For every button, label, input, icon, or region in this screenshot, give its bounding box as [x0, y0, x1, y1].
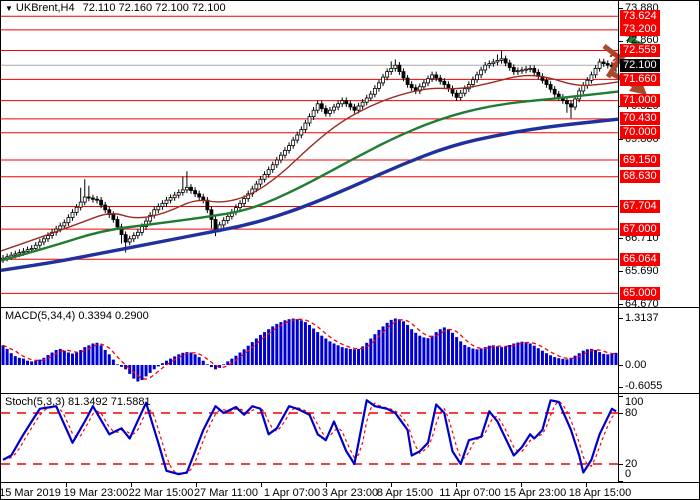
axis-tick-mark [618, 481, 623, 482]
time-axis-label: 15 Apr 23:00 [503, 487, 567, 499]
price-level-label: 70.000 [620, 126, 660, 140]
price-level-label: 73.624 [620, 9, 660, 23]
time-tick-mark [326, 483, 327, 487]
axis-tick-mark [618, 41, 623, 42]
question-mark-annotation[interactable]: ? [609, 50, 619, 69]
price-level-label: 65.000 [620, 286, 660, 300]
time-tick-mark [456, 483, 457, 487]
macd-histogram [1, 318, 618, 382]
axis-tick-mark [618, 387, 623, 388]
time-tick-mark [66, 483, 67, 487]
stoch-axis-label: 0 [625, 467, 632, 480]
price-tick-label: 72.860 [625, 34, 659, 47]
stoch-axis-label: 20 [625, 457, 638, 470]
stoch-axis-label: 80 [625, 406, 638, 419]
axis-tick-mark [618, 304, 623, 305]
current-price-label: 72.100 [620, 58, 660, 72]
ma-fast [1, 74, 619, 252]
macd-axis-label: -0.6055 [625, 380, 663, 393]
price-level-label: 71.660 [620, 72, 660, 86]
panel-separator[interactable] [1, 393, 699, 394]
time-tick-mark [196, 483, 197, 487]
axis-tick-mark [618, 413, 623, 414]
axis-tick-mark [618, 396, 623, 397]
macd-panel[interactable] [1, 308, 699, 393]
time-axis-label: 19 Mar 23:00 [63, 487, 129, 499]
axis-tick-mark [618, 464, 623, 465]
macd-axis-label: 0.00 [625, 358, 647, 371]
price-level-label: 71.000 [620, 94, 660, 108]
panel-separator[interactable] [1, 307, 699, 308]
stoch-d-line [2, 400, 617, 475]
time-axis-label: 18 Apr 15:00 [568, 487, 632, 499]
stoch-axis-label: 100 [625, 395, 644, 408]
axis-tick-mark [618, 8, 623, 9]
axis-tick-mark [618, 365, 623, 366]
candles [1, 50, 618, 263]
symbol-period-label: UKBrent,H4 [15, 2, 75, 14]
time-axis-label: 22 Mar 15:00 [128, 487, 194, 499]
time-tick-mark [391, 483, 392, 487]
time-axis-label: 1 Apr 07:00 [263, 487, 321, 499]
price-level-label: 73.200 [620, 23, 660, 37]
support-resistance-lines [1, 15, 618, 294]
time-tick-mark [261, 483, 262, 487]
price-level-label: 66.064 [620, 252, 660, 266]
price-level-label: 67.000 [620, 222, 660, 236]
time-tick-mark [586, 483, 587, 487]
macd-indicator-label: MACD(5,34,4) 0.3394 0.2900 [5, 310, 149, 322]
axis-tick-mark [618, 271, 623, 272]
price-tick-label: 65.690 [625, 264, 659, 277]
ma-slow [1, 117, 619, 272]
axis-tick-mark [618, 238, 623, 239]
time-axis-label: 27 Mar 11:00 [193, 487, 259, 499]
ohlc-quote-label: 72.110 72.160 72.100 72.100 [82, 2, 226, 14]
time-axis-label: 11 Apr 07:00 [439, 487, 501, 499]
price-axis-line [618, 1, 619, 482]
time-axis-separator [1, 482, 699, 483]
stoch-k-line [2, 399, 617, 476]
stochastic-panel[interactable] [1, 394, 699, 482]
time-axis-label: 15 Mar 2019 [0, 487, 61, 499]
macd-signal-line [2, 318, 617, 380]
macd-axis-label: 1.3137 [625, 311, 659, 324]
price-level-label: 69.150 [620, 153, 660, 167]
time-tick-mark [131, 483, 132, 487]
price-level-label: 67.704 [620, 200, 660, 213]
price-level-label: 70.430 [620, 112, 660, 126]
time-axis-label: 3 Apr 23:00 [321, 487, 379, 499]
price-level-label: 72.559 [620, 44, 660, 57]
symbol-dropdown-icon[interactable]: ▼ [5, 4, 13, 13]
axis-tick-mark [618, 139, 623, 140]
price-level-label: 68.630 [620, 170, 660, 184]
chart-title: ▼ UKBrent,H4 72.110 72.160 72.100 72.100 [5, 2, 226, 14]
price-tick-label: 64.670 [625, 297, 659, 310]
time-axis-label: 8 Apr 15:00 [376, 487, 434, 499]
price-chart-panel[interactable]: ? [1, 1, 699, 307]
stochastic-indicator-label: Stoch(5,3,3) 81.3492 71.5881 [5, 396, 151, 408]
ma-medium [1, 90, 619, 262]
axis-tick-mark [618, 318, 623, 319]
time-tick-mark [521, 483, 522, 487]
